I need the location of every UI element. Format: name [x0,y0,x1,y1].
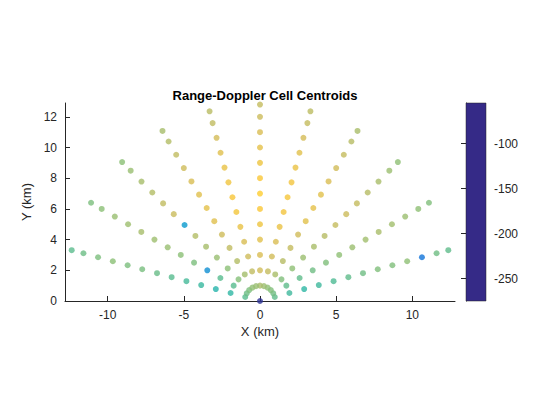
svg-text:Range-Doppler Cell Centroids: Range-Doppler Cell Centroids [173,88,358,103]
svg-text:X (km): X (km) [241,324,279,339]
svg-text:6: 6 [50,202,57,216]
svg-text:-10: -10 [99,308,117,322]
svg-text:10: 10 [44,141,58,155]
svg-text:0: 0 [257,308,264,322]
svg-text:12: 12 [44,110,58,124]
svg-text:-250: -250 [494,272,518,286]
svg-text:Y (km): Y (km) [19,183,34,221]
svg-text:0: 0 [50,294,57,308]
svg-text:-200: -200 [494,227,518,241]
svg-text:10: 10 [406,308,420,322]
svg-text:4: 4 [50,233,57,247]
svg-text:-150: -150 [494,182,518,196]
svg-text:2: 2 [50,263,57,277]
svg-text:8: 8 [50,171,57,185]
svg-text:-100: -100 [494,137,518,151]
svg-text:5: 5 [333,308,340,322]
svg-text:-5: -5 [178,308,189,322]
